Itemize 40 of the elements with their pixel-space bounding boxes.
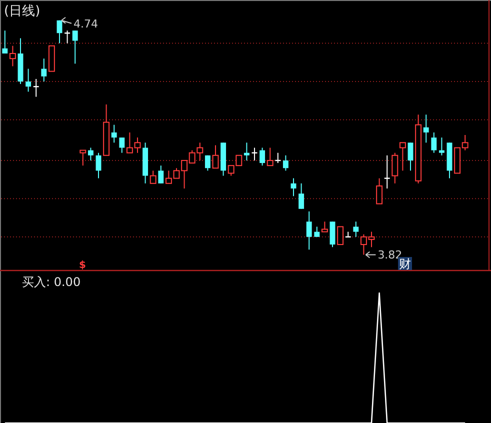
candlestick [96, 152, 102, 179]
annotation: $ [79, 260, 86, 271]
candlestick [330, 221, 336, 248]
candlestick [337, 226, 344, 246]
candlestick [111, 124, 117, 144]
annotation: 4.74 [74, 17, 98, 30]
candlestick [431, 132, 437, 154]
candlestick [212, 144, 219, 169]
candlestick [41, 58, 47, 82]
candlestick [399, 142, 406, 172]
candlestick [26, 68, 32, 92]
candlestick [260, 147, 266, 166]
chart-title: 买入: 0.00 [22, 275, 81, 289]
candlestick [314, 226, 320, 238]
candlestick [251, 147, 258, 161]
candlestick [150, 170, 156, 184]
candlestick [438, 137, 444, 156]
candlestick [384, 154, 390, 189]
candlestick [80, 150, 86, 166]
candlestick [408, 142, 414, 172]
candlestick [282, 154, 288, 172]
candlestick [423, 114, 429, 144]
candlestick [158, 165, 164, 184]
candlestick [321, 221, 328, 232]
annotation: 财 [399, 257, 411, 271]
candlestick [9, 45, 16, 67]
candlestick [2, 30, 8, 54]
chart-title: (日线) [4, 4, 40, 19]
candlestick [72, 30, 78, 64]
candlestick [376, 178, 383, 204]
candlestick [204, 154, 210, 172]
candlestick [88, 147, 94, 161]
candlestick [298, 182, 304, 210]
candlestick [306, 210, 312, 250]
candlestick [392, 152, 398, 184]
candlestick [266, 147, 274, 166]
candlestick [244, 142, 250, 161]
candlestick [119, 137, 125, 154]
candlestick [290, 178, 296, 197]
candlestick [353, 221, 359, 238]
